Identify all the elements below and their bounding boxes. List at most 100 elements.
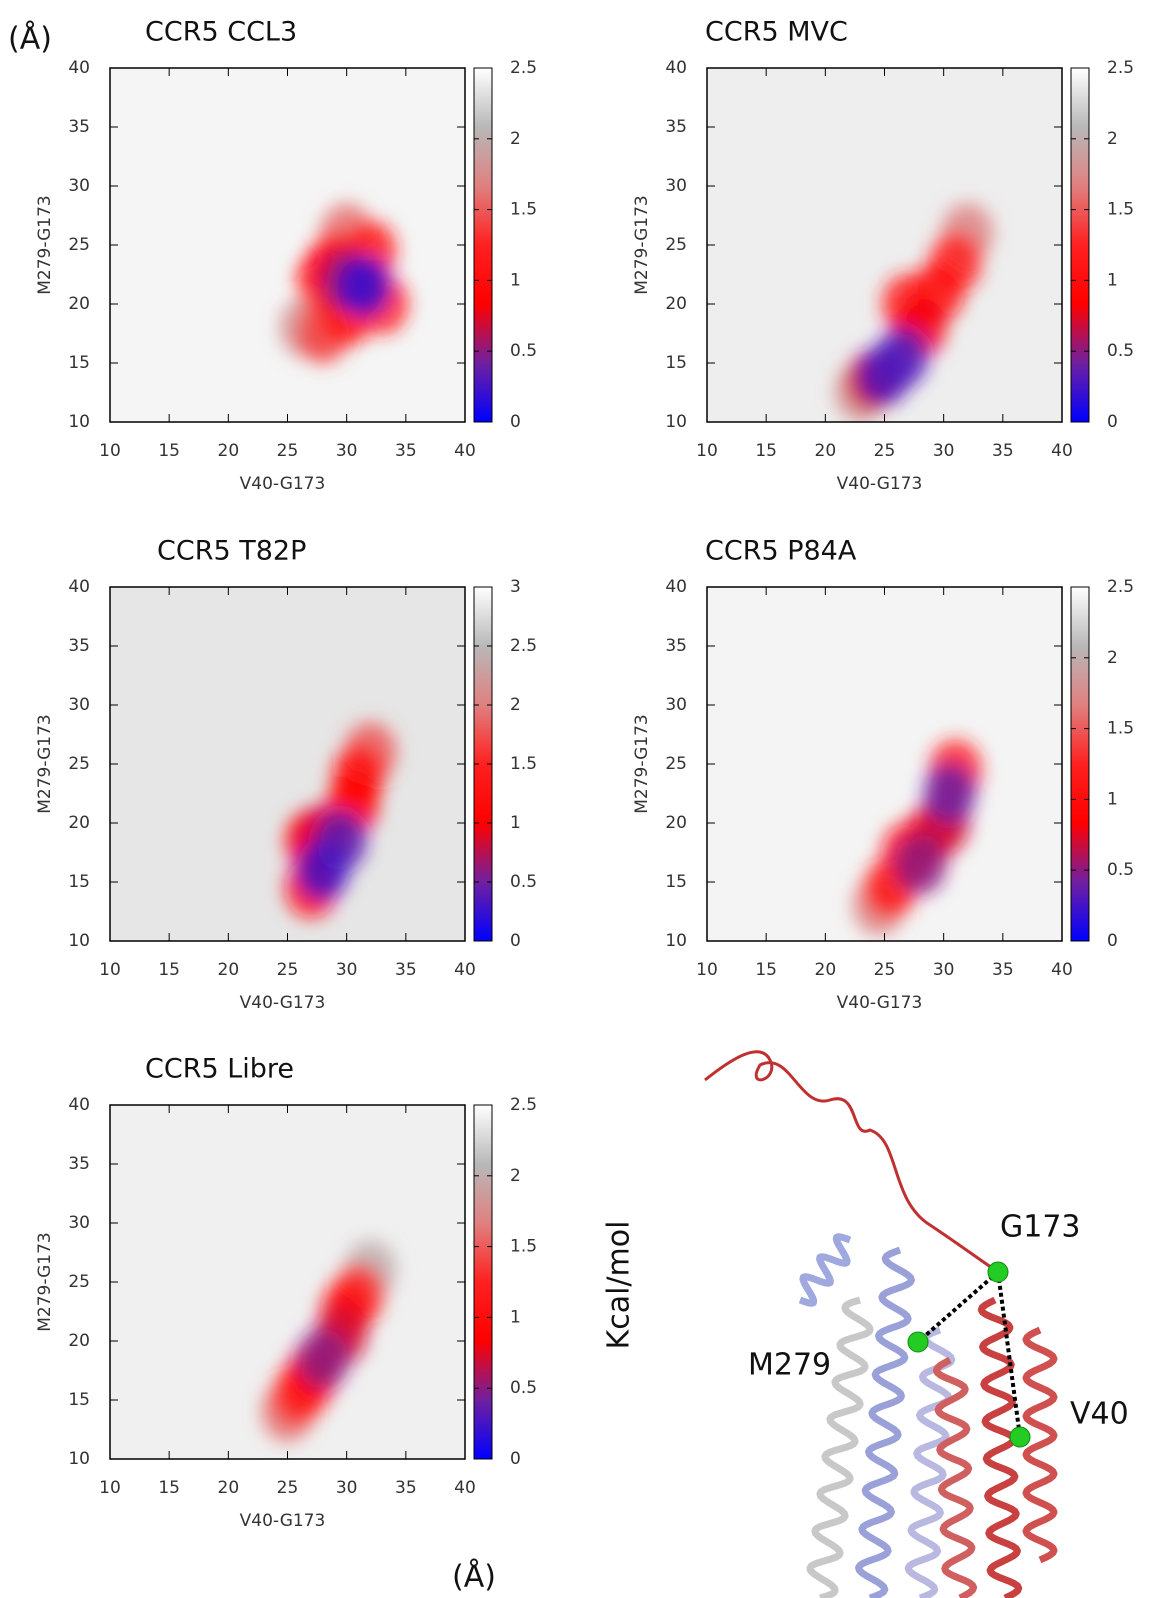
density-blur	[852, 739, 982, 936]
x-tick-label: 10	[99, 1478, 121, 1498]
density-point	[297, 1328, 349, 1389]
colorbar-tick-label: 2.5	[510, 58, 537, 78]
y-tick-label: 20	[68, 294, 90, 314]
helix	[1022, 1326, 1058, 1564]
x-tick-label: 15	[158, 960, 180, 980]
x-tick-label: 30	[336, 960, 358, 980]
density-blur	[834, 203, 994, 422]
density	[834, 203, 994, 422]
colorbar-unit: Kcal/mol	[602, 1221, 637, 1350]
x-tick-label: 35	[992, 441, 1014, 461]
y-tick-label: 10	[68, 931, 90, 951]
density-point	[297, 840, 349, 901]
x-tick-label: 25	[277, 441, 299, 461]
y-tick-label: 20	[68, 813, 90, 833]
helix	[855, 1246, 915, 1598]
colorbar-tick-label: 2.5	[1107, 58, 1134, 78]
colorbar-tick-label: 3	[510, 577, 521, 597]
x-tick-label: 20	[815, 441, 837, 461]
x-tick-label: 35	[992, 960, 1014, 980]
colorbar-tick-label: 1	[510, 270, 521, 290]
colorbar-tick-label: 2	[510, 129, 521, 149]
x-axis-label: V40-G173	[240, 474, 326, 494]
y-tick-label: 10	[665, 931, 687, 951]
loop	[704, 1050, 999, 1274]
y-tick-label: 40	[68, 1095, 90, 1115]
x-axis-label: V40-G173	[240, 993, 326, 1013]
x-tick-label: 15	[158, 1478, 180, 1498]
colorbar-tick-label: 0.5	[510, 872, 537, 892]
y-tick-label: 40	[68, 58, 90, 78]
y-tick-label: 20	[665, 813, 687, 833]
x-tick-label: 15	[755, 441, 777, 461]
atom	[1009, 1426, 1031, 1448]
colorbar	[1070, 586, 1090, 942]
colorbar-tick-label: 1.5	[1107, 200, 1134, 220]
y-axis-label: M279-G173	[35, 195, 55, 295]
colorbar-tick-label: 1	[510, 813, 521, 833]
y-tick-label: 30	[665, 176, 687, 196]
x-tick-label: 35	[395, 1478, 417, 1498]
colorbar-tick-label: 0.5	[1107, 860, 1134, 880]
helix	[977, 1296, 1023, 1598]
atom	[987, 1261, 1009, 1283]
x-tick-label: 40	[454, 960, 476, 980]
residue-label: G173	[1000, 1210, 1081, 1245]
x-tick-label: 30	[933, 960, 955, 980]
x-tick-label: 40	[1051, 441, 1073, 461]
density-point	[923, 763, 976, 824]
y-tick-label: 10	[68, 1449, 90, 1469]
y-tick-label: 25	[68, 235, 90, 255]
x-axis-label: V40-G173	[837, 474, 923, 494]
chart-title: CCR5 T82P	[157, 536, 306, 567]
y-tick-label: 35	[68, 117, 90, 137]
y-tick-label: 15	[68, 353, 90, 373]
y-tick-label: 30	[68, 695, 90, 715]
x-tick-label: 20	[218, 960, 240, 980]
colorbar	[1070, 67, 1090, 423]
y-tick-label: 15	[665, 353, 687, 373]
colorbar-tick-label: 2.5	[510, 1095, 537, 1115]
helix	[904, 1326, 956, 1598]
x-tick-label: 10	[99, 441, 121, 461]
colorbar-tick-label: 0.5	[510, 1378, 537, 1398]
colorbar-tick-label: 1.5	[510, 200, 537, 220]
density	[852, 739, 982, 936]
x-tick-label: 10	[99, 960, 121, 980]
y-tick-label: 15	[665, 872, 687, 892]
density	[279, 203, 409, 364]
colorbar-tick-label: 0.5	[1107, 341, 1134, 361]
chart-title: CCR5 Libre	[145, 1054, 294, 1085]
x-tick-label: 15	[755, 960, 777, 980]
chart-title: CCR5 P84A	[705, 536, 857, 567]
y-tick-label: 35	[665, 117, 687, 137]
x-axis-label: V40-G173	[837, 993, 923, 1013]
atom	[907, 1331, 929, 1353]
colorbar	[473, 1104, 493, 1460]
colorbar-tick-label: 2.5	[510, 636, 537, 656]
y-tick-label: 15	[68, 872, 90, 892]
y-tick-label: 35	[68, 1154, 90, 1174]
helix	[798, 1233, 852, 1307]
y-tick-label: 40	[68, 577, 90, 597]
x-tick-label: 20	[218, 1478, 240, 1498]
density-point	[894, 834, 946, 895]
x-tick-label: 20	[815, 960, 837, 980]
x-tick-label: 15	[158, 441, 180, 461]
x-tick-label: 35	[395, 960, 417, 980]
colorbar-tick-label: 0	[1107, 412, 1118, 432]
residue-label: V40	[1070, 1397, 1129, 1432]
y-tick-label: 35	[68, 636, 90, 656]
x-axis-label: V40-G173	[240, 1511, 326, 1531]
colorbar-tick-label: 0	[1107, 931, 1118, 951]
colorbar-tick-label: 1	[1107, 789, 1118, 809]
colorbar-tick-label: 1.5	[510, 1237, 537, 1257]
x-tick-label: 40	[454, 441, 476, 461]
colorbar-tick-label: 2.5	[1107, 577, 1134, 597]
y-tick-label: 20	[665, 294, 687, 314]
colorbar-tick-label: 0	[510, 1449, 521, 1469]
x-tick-label: 30	[933, 441, 955, 461]
y-tick-label: 15	[68, 1390, 90, 1410]
y-tick-label: 40	[665, 58, 687, 78]
